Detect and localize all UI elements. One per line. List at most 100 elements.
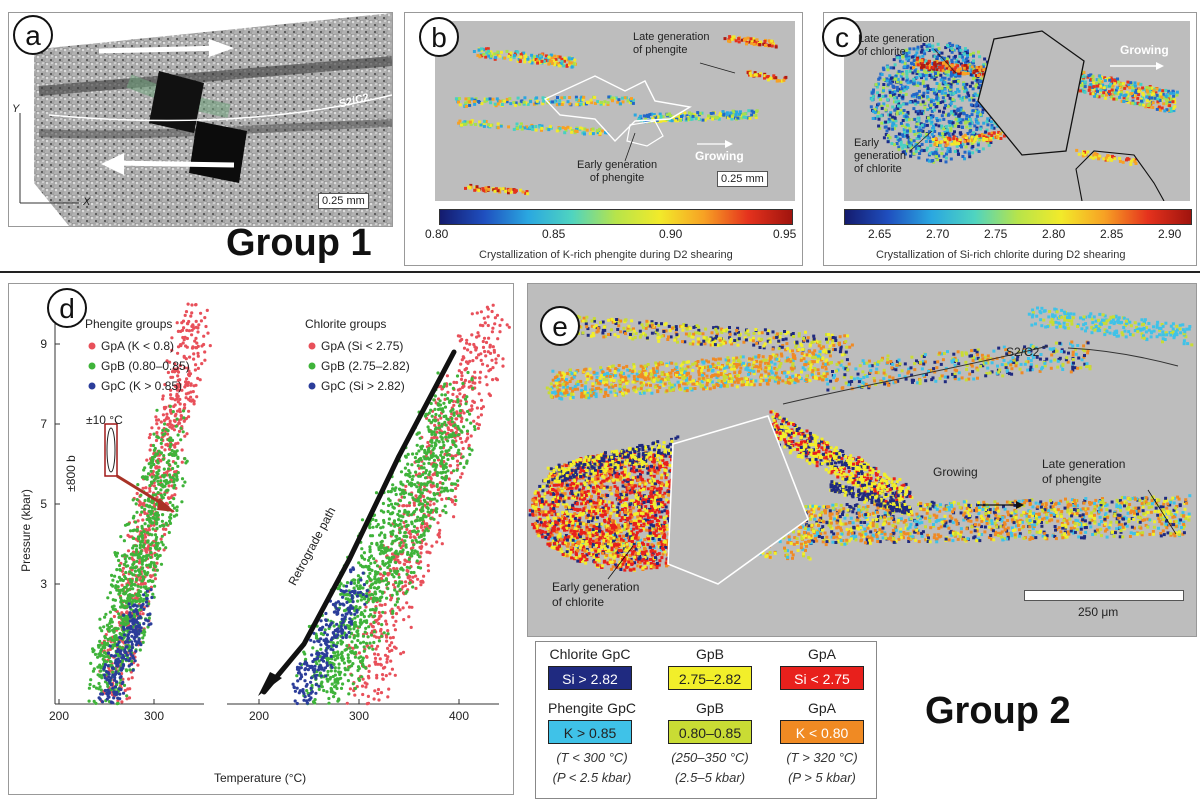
data-point	[436, 521, 440, 525]
data-point	[373, 610, 377, 615]
data-point	[121, 691, 126, 695]
data-point	[178, 364, 182, 368]
map-pixel	[550, 61, 554, 65]
map-pixel	[496, 50, 500, 54]
colorbar-b-tick: 0.90	[659, 227, 683, 241]
map-pixel	[949, 111, 953, 115]
map-pixel	[978, 68, 982, 72]
data-point	[173, 398, 177, 402]
data-point	[120, 681, 124, 686]
map-pixel	[912, 47, 916, 51]
map-pixel	[703, 118, 707, 122]
map-pixel	[970, 65, 974, 69]
data-point	[194, 363, 198, 367]
map-pixel	[1122, 100, 1126, 103]
map-pixel	[1120, 91, 1123, 95]
map-pixel	[912, 80, 916, 84]
data-point	[136, 612, 140, 616]
data-point	[171, 466, 175, 471]
map-pixel	[646, 113, 649, 117]
map-pixel	[523, 58, 527, 61]
map-pixel	[888, 81, 892, 85]
map-pixel	[630, 97, 633, 101]
map-pixel	[887, 117, 891, 121]
map-pixel	[922, 69, 926, 73]
map-pixel	[982, 135, 986, 139]
data-point	[455, 395, 459, 399]
map-pixel	[1145, 86, 1149, 89]
data-point	[130, 659, 134, 663]
map-pixel	[747, 40, 751, 44]
map-pixel	[1154, 91, 1158, 95]
map-pixel	[769, 77, 773, 80]
map-pixel	[947, 132, 951, 136]
map-pixel	[920, 112, 924, 116]
map-pixel	[956, 60, 960, 64]
map-pixel	[899, 111, 902, 115]
map-pixel	[888, 136, 892, 140]
map-pixel	[1150, 86, 1154, 90]
map-pixel	[1127, 83, 1131, 87]
map-pixel	[941, 100, 945, 104]
map-pixel	[917, 134, 921, 138]
data-point	[470, 404, 474, 408]
map-pixel	[1116, 77, 1119, 81]
map-pixel	[1151, 101, 1155, 105]
map-pixel	[1142, 103, 1146, 107]
map-pixel	[516, 50, 520, 54]
data-point	[172, 497, 176, 501]
map-pixel	[916, 60, 920, 64]
data-point	[163, 432, 167, 436]
map-pixel	[520, 127, 524, 131]
map-pixel	[611, 99, 614, 103]
data-point	[414, 574, 418, 578]
data-point	[461, 446, 465, 451]
data-point	[164, 481, 168, 486]
map-pixel	[556, 55, 560, 59]
data-point	[135, 631, 139, 635]
data-point	[114, 553, 118, 557]
map-pixel	[963, 89, 967, 93]
map-pixel	[932, 102, 936, 106]
map-pixel	[924, 148, 928, 152]
map-pixel	[905, 75, 909, 79]
late-phengite-label-b: Late generation of phengite	[633, 31, 710, 56]
map-pixel	[933, 143, 937, 147]
map-pixel	[750, 109, 754, 113]
data-point	[171, 375, 175, 379]
data-point	[137, 573, 141, 577]
map-pixel	[896, 56, 900, 60]
map-pixel	[917, 156, 921, 160]
data-point	[186, 380, 190, 384]
map-pixel	[963, 157, 966, 161]
data-point	[155, 522, 159, 526]
data-point	[120, 672, 124, 676]
map-pixel	[774, 45, 778, 49]
map-pixel	[897, 69, 901, 73]
data-point	[127, 602, 131, 606]
map-pixel	[876, 91, 879, 95]
data-point	[178, 397, 182, 401]
map-pixel	[1095, 153, 1099, 157]
data-point	[166, 432, 170, 436]
data-point	[167, 452, 171, 457]
map-pixel	[913, 99, 917, 103]
data-point	[203, 350, 207, 354]
data-point	[175, 383, 180, 387]
map-pixel	[691, 114, 695, 118]
map-pixel	[909, 79, 913, 83]
data-point	[161, 496, 165, 500]
map-pixel	[772, 74, 776, 78]
map-pixel	[657, 115, 661, 119]
data-point	[134, 608, 138, 612]
map-pixel	[896, 77, 900, 81]
data-point	[93, 652, 98, 656]
data-point	[491, 303, 495, 307]
data-point	[178, 402, 182, 406]
data-point	[466, 348, 470, 352]
map-pixel	[1129, 159, 1133, 163]
data-point	[407, 560, 412, 564]
data-point	[151, 527, 155, 531]
map-pixel	[912, 130, 916, 133]
data-point	[137, 537, 141, 541]
